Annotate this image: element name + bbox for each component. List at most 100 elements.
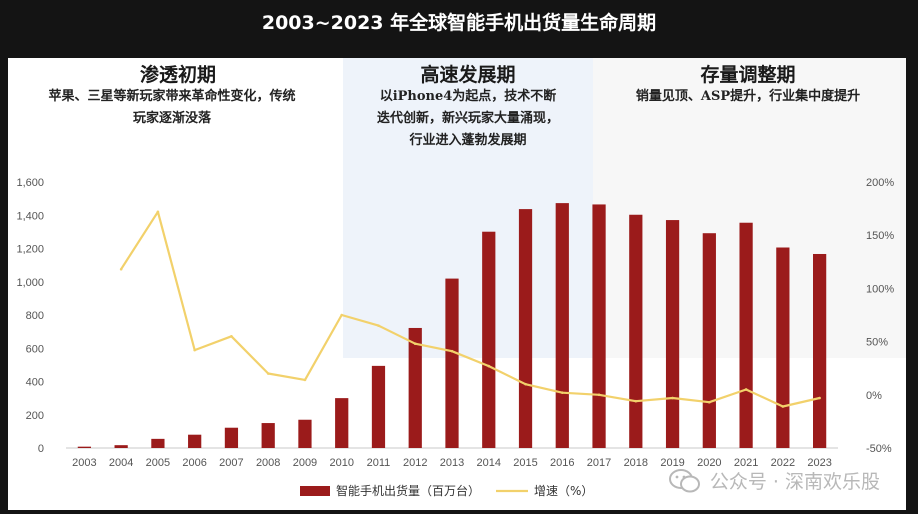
bar: [224, 427, 239, 448]
bar: [261, 423, 275, 448]
x-tick-label: 2012: [403, 457, 427, 469]
y-right-tick-label: -50%: [866, 443, 892, 455]
bar: [482, 231, 496, 448]
watermark-text: 公众号 · 深南欢乐股: [709, 471, 880, 493]
bar: [408, 327, 422, 448]
phase-desc-1-line-1: 苹果、三星等新玩家带来革命性变化，传统: [48, 89, 296, 104]
y-left-tick-label: 800: [26, 310, 44, 322]
growth-point: [193, 348, 196, 352]
growth-point: [671, 396, 674, 400]
growth-point: [744, 388, 748, 391]
bar: [518, 209, 533, 448]
x-tick-label: 2003: [72, 457, 96, 469]
growth-point: [487, 364, 491, 368]
bar: [813, 253, 827, 448]
phase-desc-1-line-2: 玩家逐渐没落: [132, 111, 211, 126]
growth-line: [120, 210, 820, 408]
growth-point: [266, 372, 270, 375]
phase-desc-3: 销量见顶、ASP提升，行业集中度提升: [598, 86, 898, 108]
y-left-tick-label: 200: [26, 410, 44, 422]
x-tick-label: 2006: [182, 457, 206, 469]
x-tick-label: 2016: [550, 457, 574, 469]
y-right-tick-label: 100%: [866, 283, 894, 295]
bar: [776, 247, 790, 448]
x-tick-label: 2013: [440, 457, 464, 469]
growth-point: [560, 391, 564, 394]
x-tick-label: 2020: [697, 457, 721, 469]
growth-point: [413, 342, 417, 346]
phase-desc-1: 苹果、三星等新玩家带来革命性变化，传统 玩家逐渐没落: [8, 86, 336, 130]
chart-panel: 渗透初期 苹果、三星等新玩家带来革命性变化，传统 玩家逐渐没落 高速发展期 以i…: [8, 58, 906, 510]
growth-point: [450, 349, 454, 353]
phase-desc-2-line-2: 迭代创新，新兴玩家大量涌现，: [376, 111, 559, 126]
y-left-tick-label: 1,600: [16, 177, 44, 189]
wechat-icon: [668, 468, 700, 492]
legend-swatch-bar: [300, 486, 330, 496]
bar: [188, 434, 202, 448]
legend-label-line: 增速（%）: [534, 484, 593, 498]
phase-desc-2-line-1: 以iPhone4为起点，技术不断: [379, 89, 557, 104]
x-tick-label: 2015: [513, 457, 537, 469]
growth-point: [818, 396, 821, 400]
watermark: 公众号 · 深南欢乐股: [668, 467, 880, 494]
y-right-tick-label: 150%: [866, 230, 894, 242]
growth-point: [156, 210, 160, 214]
y-right-tick-label: 200%: [866, 177, 894, 189]
legend-label-bar: 智能手机出货量（百万台）: [336, 483, 480, 498]
bar: [298, 419, 312, 448]
growth-point: [119, 267, 123, 271]
phase-desc-3-line-1: 销量见顶、ASP提升，行业集中度提升: [635, 89, 861, 104]
y-left-tick-label: 1,400: [16, 210, 44, 222]
x-tick-label: 2011: [367, 457, 391, 469]
phase-title-1: 渗透初期: [139, 64, 216, 86]
growth-point: [340, 313, 344, 317]
y-right-tick-label: 0%: [866, 390, 882, 402]
bar: [739, 222, 753, 448]
x-tick-label: 2018: [624, 457, 648, 469]
x-tick-label: 2010: [329, 457, 353, 469]
bar: [445, 278, 459, 448]
phase-title-3: 存量调整期: [700, 64, 796, 86]
y-left-tick-label: 400: [26, 377, 44, 389]
x-tick-label: 2008: [256, 457, 280, 469]
x-tick-label: 2017: [587, 457, 611, 469]
y-left-tick-label: 0: [38, 443, 44, 455]
growth-point: [303, 378, 307, 382]
y-right-tick-label: 50%: [866, 337, 888, 349]
bar: [702, 233, 716, 448]
x-tick-label: 2005: [146, 457, 170, 469]
growth-point: [524, 382, 527, 386]
y-left-tick-label: 600: [26, 343, 44, 355]
x-tick-label: 2021: [734, 457, 758, 469]
bar: [371, 365, 386, 448]
bar: [77, 446, 91, 448]
x-tick-label: 2004: [109, 457, 133, 469]
growth-point: [230, 334, 233, 338]
phase-bg-middle: [343, 58, 593, 358]
x-tick-label: 2023: [807, 457, 831, 469]
growth-point: [597, 393, 601, 397]
bar: [151, 438, 165, 448]
bar: [592, 204, 606, 448]
phase-desc-2: 以iPhone4为起点，技术不断 迭代创新，新兴玩家大量涌现， 行业进入蓬勃发展…: [343, 86, 593, 152]
growth-point: [634, 399, 638, 403]
bar: [629, 214, 643, 448]
growth-point: [377, 324, 380, 327]
x-tick-label: 2022: [771, 457, 795, 469]
growth-point: [781, 405, 785, 408]
bar: [114, 445, 128, 448]
growth-point: [708, 400, 711, 404]
bar: [555, 203, 569, 448]
chart-svg: 0 200 400 600 800 1,000 1,200 1,400 1,600 -50% 0% 5…: [16, 177, 894, 498]
y-left-tick-label: 1,200: [16, 244, 44, 256]
x-tick-label: 2014: [477, 457, 501, 469]
bar: [335, 398, 349, 448]
x-tick-label: 2019: [660, 457, 684, 469]
bar: [665, 220, 680, 448]
x-tick-label: 2009: [293, 457, 317, 469]
phase-desc-2-line-3: 行业进入蓬勃发展期: [409, 133, 527, 148]
y-left-tick-label: 1,000: [16, 277, 44, 289]
chart-title: 2003~2023 年全球智能手机出货量生命周期: [261, 12, 657, 34]
phase-title-2: 高速发展期: [420, 64, 516, 86]
x-tick-label: 2007: [219, 457, 243, 469]
